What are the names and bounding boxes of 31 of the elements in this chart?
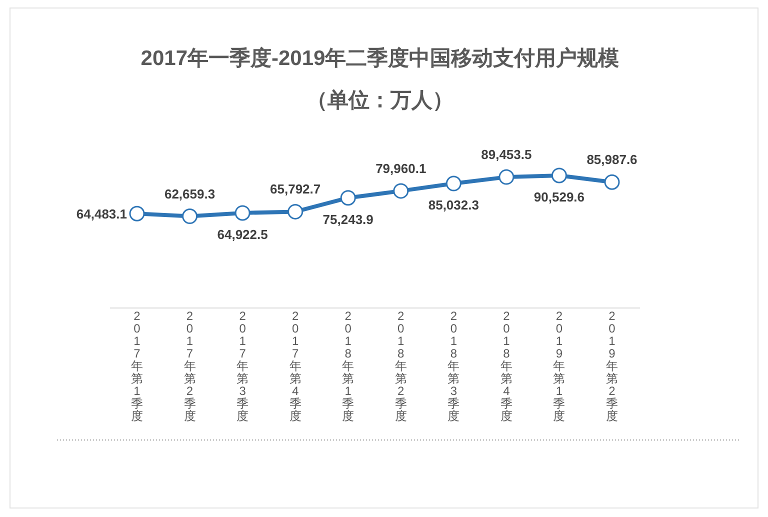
category-label: 2019年第1季度 <box>553 309 566 423</box>
point <box>340 190 356 206</box>
point <box>182 208 198 224</box>
point <box>393 183 409 199</box>
point <box>234 205 250 221</box>
point <box>446 176 462 192</box>
point <box>498 169 514 185</box>
point <box>604 174 620 190</box>
point <box>129 206 145 222</box>
category-label: 2018年第4季度 <box>500 309 512 423</box>
data-label: 64,922.5 <box>217 226 268 242</box>
data-label: 64,483.1 <box>76 206 127 222</box>
data-label: 89,453.5 <box>481 147 532 162</box>
category-label: 2018年第3季度 <box>448 309 460 423</box>
category-label: 2019年第2季度 <box>606 309 618 423</box>
category-label: 2017年第1季度 <box>131 309 143 423</box>
data-label: 65,792.7 <box>270 182 321 197</box>
data-label: 85,987.6 <box>586 152 638 168</box>
data-label: 62,659.3 <box>164 186 216 202</box>
point <box>288 204 304 220</box>
data-label: 75,243.9 <box>322 212 374 227</box>
data-label: 79,960.1 <box>376 160 426 176</box>
category-label: 2017年第4季度 <box>289 309 302 423</box>
category-label: 2017年第3季度 <box>236 309 249 423</box>
data-label: 90,529.6 <box>534 189 585 204</box>
chart-title: 2017年一季度-2019年二季度中国移动支付用户规模（单位：万人） <box>140 46 620 114</box>
point <box>551 168 567 184</box>
category-label: 2018年第1季度 <box>342 309 354 423</box>
category-label: 2017年第2季度 <box>184 309 196 423</box>
data-label: 85,032.3 <box>428 198 479 213</box>
category-label: 2018年第2季度 <box>394 309 407 423</box>
